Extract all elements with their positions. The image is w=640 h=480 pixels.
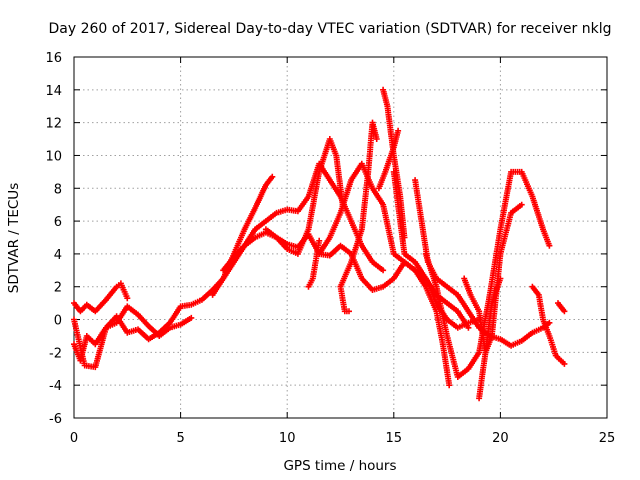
x-tick-label: 5 <box>176 431 184 446</box>
series-markers <box>71 280 131 315</box>
x-tick-label: 10 <box>279 431 296 446</box>
y-tick-label: 6 <box>54 215 62 230</box>
series-markers <box>390 168 472 331</box>
y-tick-label: 10 <box>45 149 62 164</box>
y-tick-label: -6 <box>49 412 62 427</box>
series-arc-5 <box>220 160 387 274</box>
series-arc-2 <box>71 303 195 371</box>
series-markers <box>422 168 553 380</box>
series-arc-13 <box>422 168 553 380</box>
series-arc-10 <box>375 127 402 192</box>
x-tick-label: 15 <box>386 431 403 446</box>
series-arc-3 <box>71 280 131 315</box>
grid <box>74 57 607 418</box>
y-tick-label: 16 <box>45 51 62 66</box>
series-markers <box>262 136 346 257</box>
chart-title: Day 260 of 2017, Sidereal Day-to-day VTE… <box>49 21 612 37</box>
x-tick-label: 25 <box>599 431 616 446</box>
series-arc-16 <box>529 283 568 367</box>
y-tick-label: 4 <box>54 248 62 263</box>
series-markers <box>71 303 195 371</box>
y-tick-label: -2 <box>49 346 62 361</box>
x-tick-label: 0 <box>70 431 78 446</box>
series-arc-19 <box>555 300 568 315</box>
y-tick-label: -4 <box>49 379 62 394</box>
axis-ticks: 0 5 10 15 20 25 -6 -4 -2 0 2 4 6 8 10 12 14 16 <box>45 51 615 446</box>
x-axis-label: GPS time / hours <box>283 458 396 474</box>
series-markers <box>375 127 402 192</box>
series-markers <box>476 275 504 402</box>
y-tick-label: 12 <box>45 117 62 132</box>
series-arc-18 <box>337 283 352 315</box>
series-arc-11 <box>390 168 472 331</box>
y-tick-label: 2 <box>54 281 62 296</box>
series-arc-6 <box>262 136 346 257</box>
series-markers <box>305 237 323 290</box>
y-tick-label: 0 <box>54 314 62 329</box>
series-arc-17 <box>305 237 323 290</box>
x-tick-label: 20 <box>492 431 509 446</box>
y-tick-label: 14 <box>45 84 62 99</box>
series-markers <box>337 283 352 315</box>
series-arc-15 <box>476 275 504 402</box>
series-markers <box>529 283 568 367</box>
series-markers <box>220 160 387 274</box>
plot-frame <box>73 56 608 419</box>
data-series <box>71 86 568 402</box>
y-axis-label: SDTVAR / TECUs <box>6 183 22 293</box>
y-tick-label: 8 <box>54 182 62 197</box>
series-markers <box>555 300 568 315</box>
